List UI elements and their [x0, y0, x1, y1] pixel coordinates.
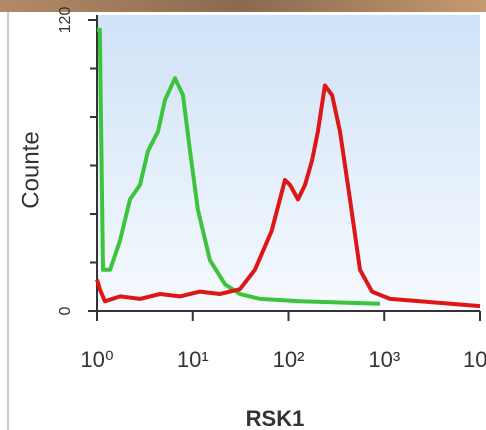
y-axis-title: Counte [17, 131, 44, 208]
x-tick-label: 10⁰ [80, 347, 113, 372]
x-tick-label: 10² [273, 347, 305, 372]
y-tick-label: 0 [57, 306, 74, 315]
x-tick-label: 10⁴ [463, 347, 486, 372]
photo-strip [0, 0, 486, 12]
series-line [97, 27, 381, 306]
x-tick-label: 10³ [368, 347, 400, 372]
y-tick-label: 120 [57, 7, 74, 34]
series-line [95, 83, 481, 309]
x-tick-label: 10¹ [177, 347, 209, 372]
plot-area [97, 15, 480, 311]
x-axis-title: RSK1 [246, 406, 305, 430]
